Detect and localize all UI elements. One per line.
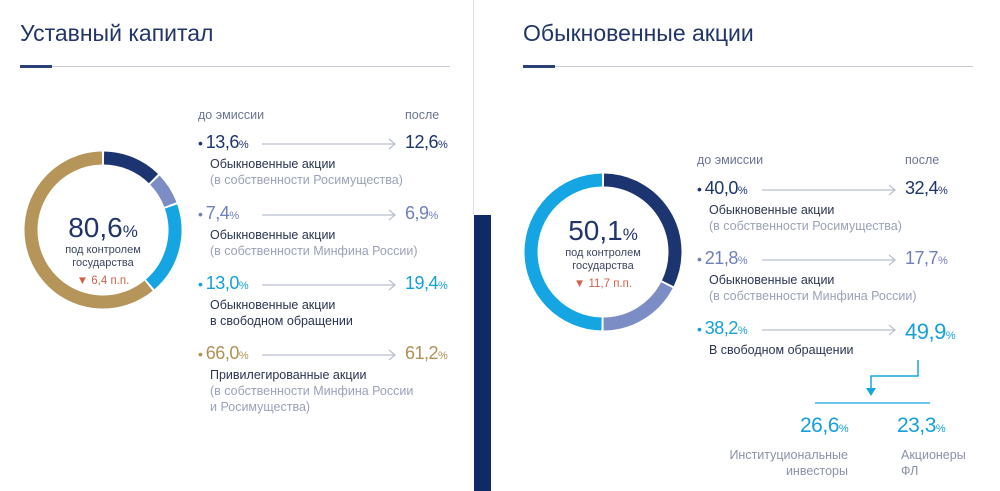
- arrow-right-icon: [262, 209, 396, 221]
- donut-segment: [603, 173, 682, 287]
- right-center-line2: государства: [572, 260, 634, 272]
- donut-segment: [24, 151, 153, 309]
- row-sublabel: (в собственности Минфина России): [210, 244, 418, 258]
- row-after-value: 17,7%: [905, 248, 948, 268]
- row-label: Обыкновенные акции: [210, 298, 336, 312]
- split-institutional-line1: Институциональные: [729, 448, 848, 462]
- right-center-line1: под контролем: [565, 247, 641, 259]
- divider-bar: [474, 215, 491, 491]
- left-title-accent: [20, 65, 52, 68]
- divider-line: [473, 0, 474, 215]
- donut-segment: [150, 175, 177, 208]
- arrow-right-icon: [262, 279, 396, 291]
- left-center-line2: государства: [72, 257, 134, 269]
- row-label-block: Привилегированные акции (в собственности…: [210, 367, 413, 415]
- row-after-value: 12,6%: [405, 132, 448, 152]
- split-retail-label: Акционеры ФЛ: [901, 447, 966, 479]
- row-before-value: • 13,0%: [198, 273, 249, 293]
- row-before-value: • 13,6%: [198, 132, 249, 152]
- split-institutional-line2: инвесторы: [785, 464, 848, 478]
- left-title: Уставный капитал: [20, 20, 214, 46]
- row-label-block: В свободном обращении: [709, 342, 854, 358]
- row-label: Обыкновенные акции: [709, 203, 835, 217]
- right-title-accent: [523, 65, 555, 68]
- left-center-line1: под контролем: [65, 244, 141, 256]
- row-label: Обыкновенные акции: [210, 228, 336, 242]
- left-title-rule: [20, 66, 450, 67]
- row-label: Привилегированные акции: [210, 368, 367, 382]
- right-header-before: до эмиссии: [697, 153, 764, 167]
- left-center-delta: ▼ 6,4 п.п.: [76, 275, 130, 287]
- split-connector: [815, 360, 930, 404]
- row-sublabel: (в собственности Минфина России: [210, 384, 414, 398]
- arrow-right-icon: [762, 324, 896, 336]
- right-title: Обыкновенные акции: [523, 20, 754, 46]
- donut-chart-left: [24, 151, 182, 309]
- right-header-after: после: [905, 153, 940, 167]
- right-title-rule: [523, 66, 973, 67]
- row-sublabel-2: и Росимущества): [210, 400, 311, 414]
- row-sublabel: (в собственности Минфина России): [709, 289, 917, 303]
- row-label-block: Обыкновенные акции (в собственности Минф…: [210, 227, 418, 259]
- split-institutional-value: 26,6%: [800, 414, 849, 437]
- donut-segment: [145, 204, 182, 290]
- row-label-block: Обыкновенные акции в свободном обращении: [210, 297, 353, 329]
- right-center-delta: ▼ 11,7 п.п.: [573, 278, 633, 290]
- left-header-before: до эмиссии: [198, 108, 265, 122]
- split-institutional-label: Институциональные инвесторы: [700, 447, 848, 479]
- split-retail-line2: ФЛ: [901, 464, 919, 478]
- row-before-value: • 7,4%: [198, 203, 239, 223]
- left-header-after: после: [405, 108, 440, 122]
- row-after-value: 49,9%: [905, 319, 956, 344]
- right-center: 50,1% под контролем государства ▼ 11,7 п…: [543, 215, 663, 290]
- left-center-value: 80,6%: [68, 212, 138, 243]
- row-after-value: 6,9%: [405, 203, 438, 223]
- row-label: Обыкновенные акции: [210, 157, 336, 171]
- row-label-block: Обыкновенные акции (в собственности Минф…: [709, 272, 917, 304]
- row-label: В свободном обращении: [709, 343, 854, 357]
- donut-chart-right: [524, 173, 682, 331]
- split-retail-line1: Акционеры: [901, 448, 966, 462]
- row-sublabel: (в собственности Росимущества): [210, 173, 403, 187]
- row-before-value: • 66,0%: [198, 343, 249, 363]
- row-label-block: Обыкновенные акции (в собственности Роси…: [709, 202, 902, 234]
- right-center-value: 50,1%: [568, 215, 638, 246]
- row-label-block: Обыкновенные акции (в собственности Роси…: [210, 156, 403, 188]
- arrow-right-icon: [262, 349, 396, 361]
- row-before-value: • 38,2%: [697, 318, 748, 338]
- arrow-right-icon: [262, 138, 396, 150]
- arrow-right-icon: [762, 254, 896, 266]
- split-retail-value: 23,3%: [897, 414, 946, 437]
- row-label: Обыкновенные акции: [709, 273, 835, 287]
- row-after-value: 32,4%: [905, 178, 948, 198]
- donut-segment: [524, 173, 603, 331]
- arrow-right-icon: [762, 184, 896, 196]
- row-after-value: 19,4%: [405, 273, 448, 293]
- row-sublabel: в свободном обращении: [210, 314, 353, 328]
- row-after-value: 61,2%: [405, 343, 448, 363]
- donut-segment: [103, 151, 159, 184]
- row-before-value: • 40,0%: [697, 178, 748, 198]
- donut-segment: [603, 281, 673, 331]
- row-before-value: • 21,8%: [697, 248, 748, 268]
- left-center: 80,6% под контролем государства ▼ 6,4 п.…: [43, 212, 163, 287]
- row-sublabel: (в собственности Росимущества): [709, 219, 902, 233]
